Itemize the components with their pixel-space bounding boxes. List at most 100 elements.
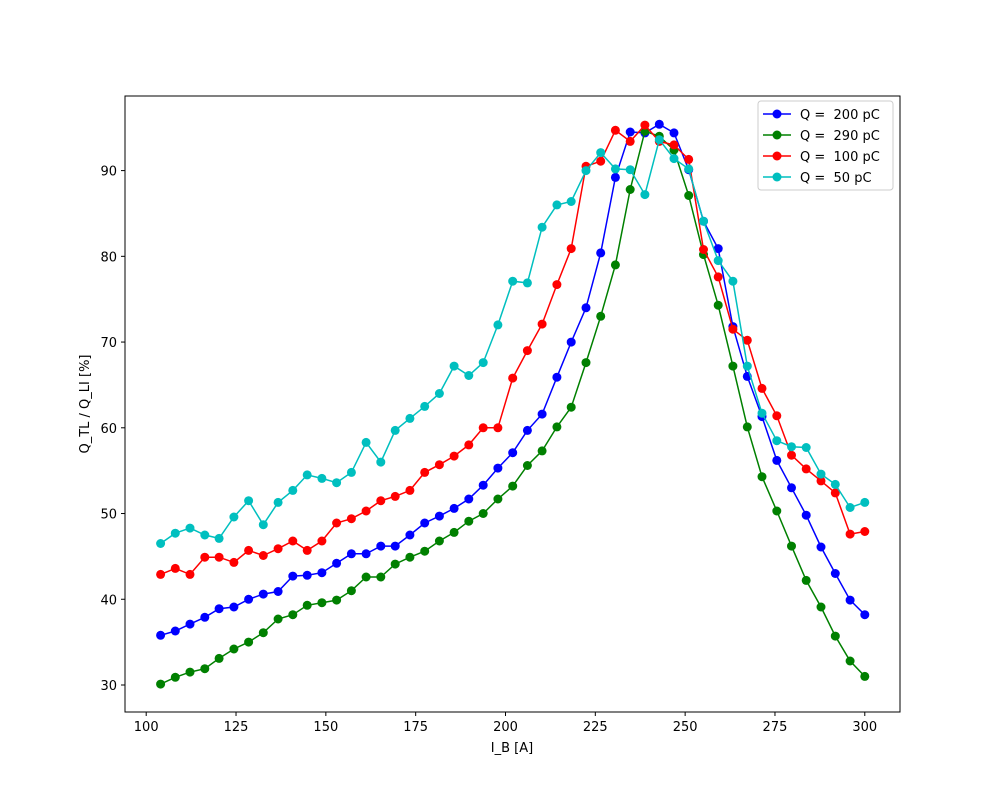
data-point [537,222,547,232]
data-point [640,190,650,200]
data-point [816,469,826,479]
data-point [845,503,855,512]
data-point [713,272,723,282]
data-point [361,437,371,447]
data-point [816,602,826,612]
y-tick-label: 80 [100,250,117,265]
legend-entry: Q = 100 pC [763,150,880,165]
data-point [332,558,342,568]
data-point [845,595,855,605]
data-point [742,361,752,371]
y-tick-label: 30 [100,679,117,694]
data-point [317,536,327,546]
data-point [288,485,298,495]
data-point [376,572,386,582]
data-point [273,587,283,596]
data-point [346,549,356,559]
x-tick-label: 250 [673,720,698,735]
x-tick-label: 125 [224,720,249,735]
data-point [830,479,840,489]
legend-marker [772,130,782,140]
data-point [317,598,327,608]
data-point [860,671,870,681]
data-point [478,480,488,490]
data-point [625,136,635,146]
data-point [317,473,327,483]
data-point [434,536,444,546]
legend-label: Q = 50 pC [800,171,872,186]
legend-marker [772,172,782,182]
data-point [625,127,635,137]
data-point [610,172,620,182]
data-point [390,559,400,569]
data-point [742,422,752,432]
data-point [669,154,679,164]
series-2 [156,120,870,579]
data-point [464,516,474,526]
data-point [214,604,224,614]
data-point [405,485,415,495]
data-point [684,191,694,200]
data-point [478,358,488,368]
data-point [376,541,386,551]
data-point [508,276,518,286]
data-point [830,488,840,498]
data-point [566,402,576,412]
data-point [772,411,782,421]
data-point [361,549,371,559]
data-point [449,503,459,513]
data-point [830,569,840,578]
data-point [273,614,283,624]
data-point [258,589,268,599]
data-point [214,533,224,543]
data-point [699,245,708,254]
data-point [566,337,576,347]
data-point [654,135,664,145]
data-point [845,529,855,539]
data-point [625,185,635,194]
data-point [508,373,518,383]
data-point [464,494,474,504]
data-point [596,156,606,166]
data-point [420,546,430,556]
data-point [156,539,166,548]
legend-label: Q = 200 pC [800,108,880,123]
data-point [214,653,224,663]
legend-marker [772,151,782,161]
data-point [346,467,356,477]
data-point [200,612,210,622]
data-point [244,594,254,604]
data-point [346,514,356,524]
y-axis: 30 40 50 60 70 80 90 [100,165,125,694]
data-point [493,494,503,504]
data-point [772,506,782,516]
data-point [170,626,180,636]
data-point [288,536,298,546]
data-point [640,120,650,130]
x-tick-label: 200 [493,720,518,735]
data-point [200,530,210,540]
data-point [801,510,811,520]
data-point [522,346,532,356]
y-tick-label: 40 [100,593,117,608]
data-point [816,476,826,486]
data-point [699,216,708,226]
y-tick-label: 90 [100,165,117,180]
data-point [185,619,195,629]
data-point [845,656,855,666]
data-point [258,520,268,530]
data-point [156,630,166,640]
data-point [757,408,767,418]
data-point [420,518,430,528]
data-point [728,361,738,371]
y-tick-label: 70 [100,336,117,351]
data-point [478,423,488,433]
data-point [669,140,679,150]
data-point [229,512,239,522]
legend-box [757,100,894,191]
data-point [361,506,371,516]
data-point [156,569,166,579]
y-axis-label: Q_TL / Q_LI [%] [78,355,93,454]
legend-entry: Q = 290 pC [763,129,880,144]
data-point [214,552,224,562]
